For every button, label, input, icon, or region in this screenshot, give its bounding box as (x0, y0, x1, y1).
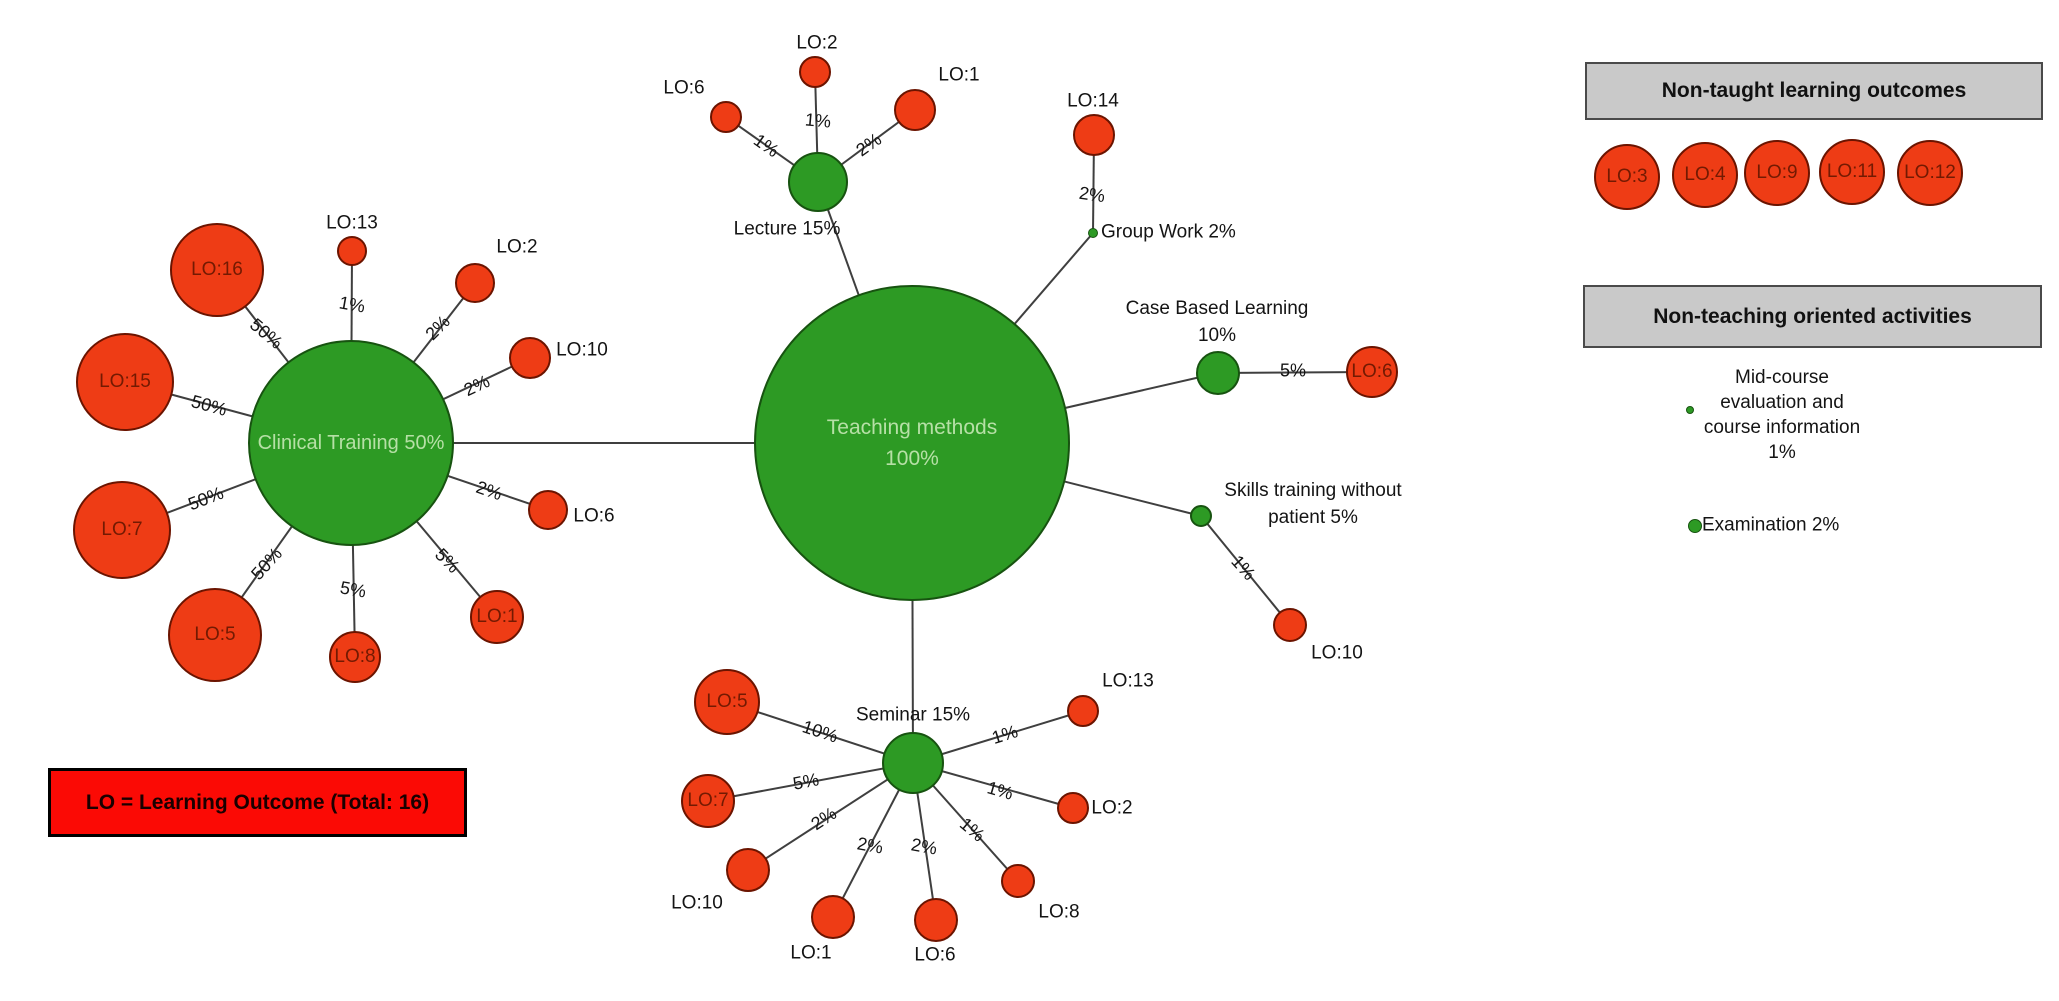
node-lecture (788, 152, 848, 212)
node-label-lo16-clinical: LO:16 (191, 258, 243, 280)
node-midcourse-dot (1686, 406, 1694, 414)
node-label-lo3-legend: LO:3 (1606, 165, 1648, 187)
label-lo8-seminar: LO:8 (1038, 901, 1080, 923)
node-lo6-seminar (914, 898, 958, 942)
label-lo10-clinical: LO:10 (556, 339, 608, 361)
node-lo13-clinical (337, 236, 367, 266)
node-lo2-lecture (799, 56, 831, 88)
node-lo16-clinical: LO:16 (170, 223, 264, 317)
node-clinical: Clinical Training 50% (248, 340, 454, 546)
node-lo7-clinical: LO:7 (73, 481, 171, 579)
node-group-work (1088, 228, 1098, 238)
node-lo14-groupwork (1073, 114, 1115, 156)
node-lo8-clinical: LO:8 (329, 631, 381, 683)
edge-percent-label-lecture-to-lo2-lecture: 1% (804, 109, 832, 132)
lo-abbreviation-note-text: LO = Learning Outcome (Total: 16) (85, 790, 430, 814)
node-case-based-learning (1196, 351, 1240, 395)
node-lo11-legend: LO:11 (1819, 139, 1885, 205)
node-label-lo12-legend: LO:12 (1904, 161, 1956, 183)
label-lo1-lecture: LO:1 (938, 64, 980, 86)
case-based-learning-method-label: Case Based Learning 10% (1125, 298, 1309, 346)
node-label-lo4-legend: LO:4 (1684, 163, 1726, 185)
non-taught-outcomes-legend-box: Non-taught learning outcomes (1585, 62, 2043, 120)
node-lo1-lecture (894, 89, 936, 131)
node-lo10-skills (1273, 608, 1307, 642)
label-lo2-seminar: LO:2 (1091, 797, 1133, 819)
edge-percent-label-seminar-to-lo1-seminar: 2% (855, 833, 885, 858)
non-teaching-activities-legend-title: Non-teaching oriented activities (1653, 304, 1972, 328)
label-lo6-lecture: LO:6 (663, 77, 705, 99)
skills-training-method-label: Skills training without patient 5% (1224, 480, 1402, 528)
node-label-lo5-clinical: LO:5 (194, 623, 236, 645)
midcourse-evaluation-label: Mid-course evaluation and course informa… (1703, 367, 1861, 463)
node-lo12-legend: LO:12 (1897, 140, 1963, 206)
label-lo13-clinical: LO:13 (326, 212, 378, 234)
label-lo13-seminar: LO:13 (1102, 670, 1154, 692)
node-label-lo7-seminar: LO:7 (687, 789, 729, 811)
edge-percent-label-seminar-to-lo6-seminar: 2% (909, 834, 939, 859)
examination-label: Examination 2% (1702, 514, 1840, 536)
edge-percent-label-group-work-to-lo14-groupwork: 2% (1077, 182, 1107, 207)
lo-abbreviation-note-box: LO = Learning Outcome (Total: 16) (48, 768, 467, 837)
node-label-clinical: Clinical Training 50% (257, 432, 445, 454)
label-lo10-seminar: LO:10 (671, 892, 723, 914)
label-lo6-seminar: LO:6 (914, 944, 956, 966)
node-label-lo11-legend: LO:11 (1826, 160, 1878, 182)
node-lo8-seminar (1001, 864, 1035, 898)
label-lo1-seminar: LO:1 (790, 942, 832, 964)
node-lo10-seminar (726, 848, 770, 892)
edge-percent-label-case-based-learning-to-lo6-cbl: 5% (1279, 360, 1307, 381)
node-lo1-seminar (811, 895, 855, 939)
node-lo10-clinical (509, 337, 551, 379)
node-examination-dot (1688, 519, 1702, 533)
node-lo15-clinical: LO:15 (76, 333, 174, 431)
lecture-method-label: Lecture 15% (733, 218, 841, 240)
node-lo7-seminar: LO:7 (681, 774, 735, 828)
node-lo9-legend: LO:9 (1744, 140, 1810, 206)
node-label-lo15-clinical: LO:15 (99, 370, 151, 392)
non-taught-outcomes-legend-title: Non-taught learning outcomes (1661, 79, 1967, 102)
node-label-lo9-legend: LO:9 (1756, 161, 1798, 183)
edge-seminar-to-lo7-seminar (707, 762, 914, 802)
label-lo2-clinical: LO:2 (496, 236, 538, 258)
node-label-lo5-seminar: LO:5 (706, 690, 748, 712)
node-label-lo1-clinical: LO:1 (476, 605, 518, 627)
node-label-teaching: Teaching methods 100% (826, 415, 998, 471)
group-work-method-label: Group Work 2% (1101, 221, 1236, 243)
label-lo10-skills: LO:10 (1311, 642, 1363, 664)
node-lo3-legend: LO:3 (1594, 144, 1660, 210)
node-lo1-clinical: LO:1 (470, 590, 524, 644)
node-seminar (882, 732, 944, 794)
node-label-lo6-cbl: LO:6 (1351, 360, 1393, 382)
label-lo14-groupwork: LO:14 (1067, 90, 1119, 112)
label-lo6-clinical: LO:6 (573, 505, 615, 527)
edge-seminar-to-lo10-seminar (747, 762, 914, 871)
node-lo2-seminar (1057, 792, 1089, 824)
node-label-lo8-clinical: LO:8 (334, 645, 376, 667)
edge-skills-training-to-lo10-skills (1200, 515, 1291, 626)
node-skills-training (1190, 505, 1212, 527)
node-lo13-seminar (1067, 695, 1099, 727)
node-lo6-cbl: LO:6 (1346, 346, 1398, 398)
seminar-method-label: Seminar 15% (855, 704, 971, 726)
non-teaching-activities-legend-box: Non-teaching oriented activities (1583, 285, 2042, 348)
node-lo5-clinical: LO:5 (168, 588, 262, 682)
node-label-lo7-clinical: LO:7 (101, 518, 143, 540)
node-lo4-legend: LO:4 (1672, 142, 1738, 208)
node-lo2-clinical (455, 263, 495, 303)
node-lo6-lecture (710, 101, 742, 133)
label-lo2-lecture: LO:2 (796, 32, 838, 54)
node-lo6-clinical (528, 490, 568, 530)
edge-percent-label-clinical-to-lo13-clinical: 1% (337, 292, 367, 317)
node-lo5-seminar: LO:5 (694, 669, 760, 735)
node-teaching: Teaching methods 100% (754, 285, 1070, 601)
edge-percent-label-clinical-to-lo8-clinical: 5% (338, 577, 368, 602)
